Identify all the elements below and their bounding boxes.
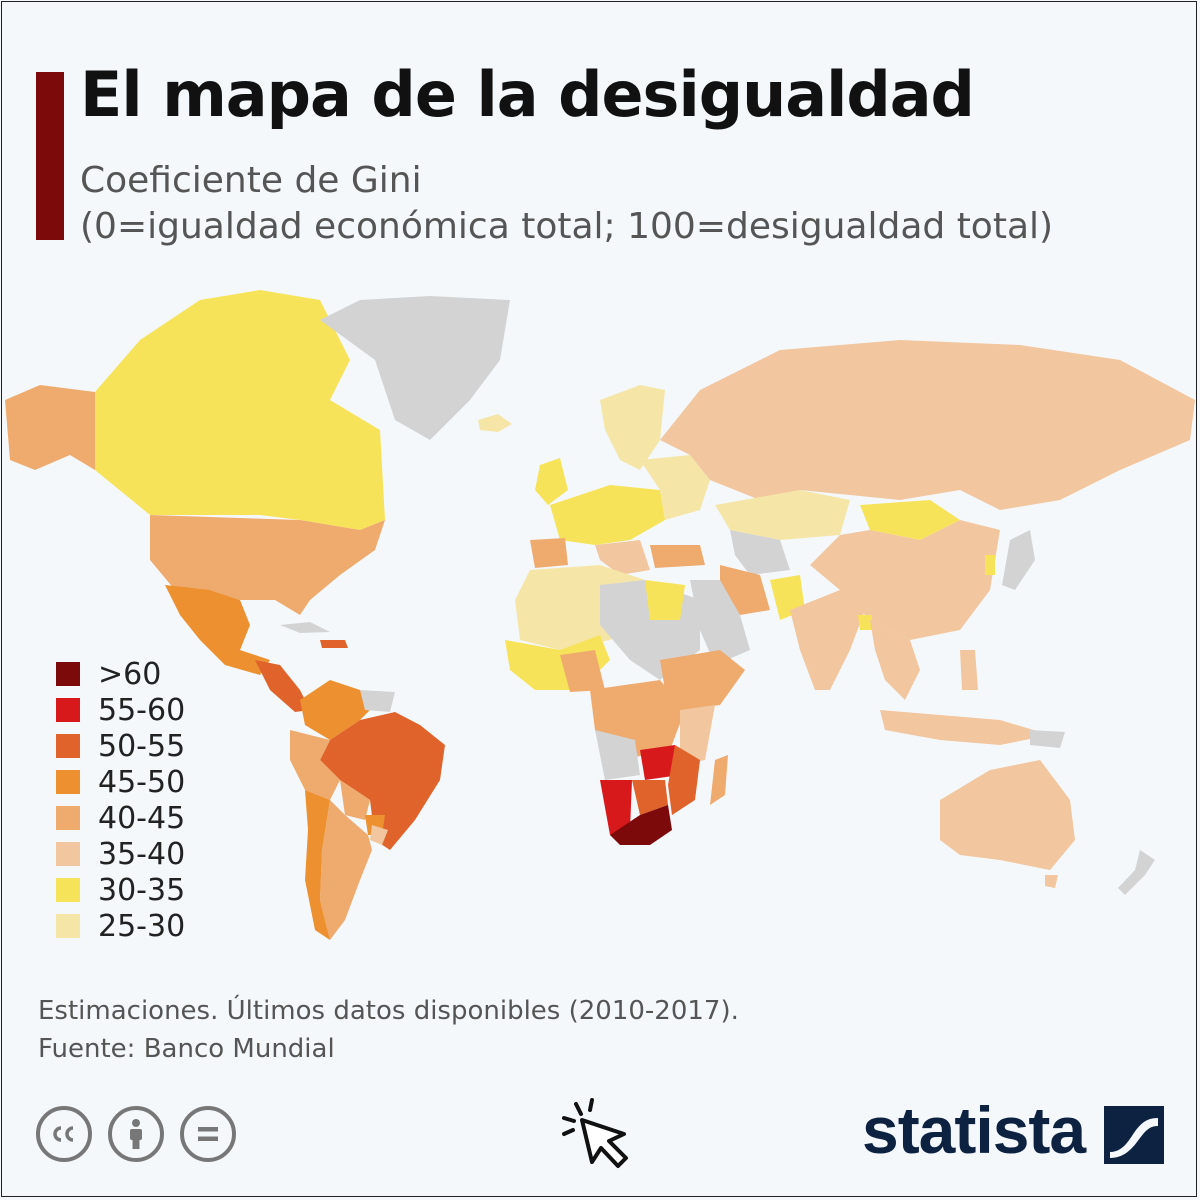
iceland xyxy=(478,414,512,432)
legend-item: 30-35 xyxy=(56,872,185,908)
mexico xyxy=(165,585,270,675)
south-africa xyxy=(610,805,672,845)
brazil xyxy=(320,712,445,850)
legend-swatch xyxy=(56,734,80,758)
chart-title: El mapa de la desigualdad xyxy=(80,58,975,131)
bolivia xyxy=(340,780,370,820)
iberia xyxy=(530,538,568,568)
new-zealand xyxy=(1118,850,1155,895)
tasmania xyxy=(1045,875,1058,888)
east-africa xyxy=(680,705,715,765)
southeast-asia xyxy=(870,620,920,700)
legend-item: 45-50 xyxy=(56,764,185,800)
map-legend: >60 55-60 50-55 45-50 40-45 35-40 30-35 … xyxy=(56,656,185,944)
caribbean xyxy=(320,640,348,648)
bangladesh xyxy=(858,615,872,630)
title-accent-bar xyxy=(36,72,64,240)
namibia xyxy=(600,780,632,835)
horn-of-africa xyxy=(660,650,745,710)
botswana xyxy=(632,780,668,815)
philippines xyxy=(960,650,978,690)
russia xyxy=(660,340,1195,510)
western-europe xyxy=(550,485,665,545)
legend-label: 25-30 xyxy=(98,908,186,944)
legend-label: 50-55 xyxy=(98,728,186,764)
kazakhstan xyxy=(715,490,850,540)
legend-label: 40-45 xyxy=(98,800,186,836)
legend-item: >60 xyxy=(56,656,185,692)
person-glyph xyxy=(130,1119,142,1149)
legend-item: 55-60 xyxy=(56,692,185,728)
uruguay xyxy=(370,825,388,845)
korea xyxy=(985,555,995,575)
canada xyxy=(95,290,385,530)
nigeria xyxy=(560,650,605,692)
legend-label: 30-35 xyxy=(98,872,186,908)
cc-glyph xyxy=(53,1126,74,1142)
scandinavia xyxy=(600,385,665,470)
cuba xyxy=(280,622,330,633)
legend-swatch xyxy=(56,914,80,938)
greenland xyxy=(320,296,510,440)
egypt xyxy=(645,580,685,620)
new-guinea xyxy=(1030,730,1065,748)
source-note: Fuente: Banco Mundial xyxy=(38,1034,335,1064)
caucasus-central-asia xyxy=(730,530,790,575)
world-map xyxy=(5,290,1195,940)
statista-logo-icon xyxy=(1104,1106,1164,1164)
italy-balkans xyxy=(595,540,650,575)
chart-subtitle: Coeficiente de Gini (0=igualdad económic… xyxy=(80,158,1053,250)
turkey xyxy=(650,545,705,568)
cursor-click-icon[interactable] xyxy=(556,1094,646,1178)
colombia-venezuela xyxy=(300,680,380,740)
legend-item: 25-30 xyxy=(56,908,185,944)
peru xyxy=(290,730,340,800)
madagascar xyxy=(710,755,728,805)
legend-label: 45-50 xyxy=(98,764,186,800)
central-america xyxy=(255,660,310,712)
legend-swatch xyxy=(56,878,80,902)
japan xyxy=(1002,530,1035,590)
indonesia xyxy=(880,710,1050,745)
angola xyxy=(595,730,640,780)
attribution-icon[interactable] xyxy=(108,1106,164,1162)
subtitle-line-2: (0=igualdad económica total; 100=desigua… xyxy=(80,206,1054,247)
legend-swatch xyxy=(56,770,80,794)
india xyxy=(790,590,865,690)
statista-wordmark[interactable]: statista xyxy=(862,1093,1086,1167)
legend-item: 50-55 xyxy=(56,728,185,764)
china xyxy=(810,520,1000,640)
legend-swatch xyxy=(56,806,80,830)
legend-label: 35-40 xyxy=(98,836,186,872)
australia xyxy=(940,760,1075,870)
mozambique xyxy=(668,745,700,815)
legend-swatch xyxy=(56,842,80,866)
chile xyxy=(305,790,330,940)
uk-ireland xyxy=(535,458,568,505)
zambia xyxy=(640,745,680,780)
guianas xyxy=(360,690,395,712)
legend-label: 55-60 xyxy=(98,692,186,728)
noderivs-icon[interactable] xyxy=(180,1106,236,1162)
argentina xyxy=(320,800,372,940)
mongolia xyxy=(860,500,960,540)
eastern-europe xyxy=(640,455,710,520)
footnote: Estimaciones. Últimos datos disponibles … xyxy=(38,996,739,1026)
legend-swatch xyxy=(56,698,80,722)
equals-glyph xyxy=(198,1127,218,1141)
legend-item: 35-40 xyxy=(56,836,185,872)
subtitle-line-1: Coeficiente de Gini xyxy=(80,160,422,201)
middle-east xyxy=(690,580,750,665)
alaska xyxy=(5,385,95,470)
legend-label: >60 xyxy=(98,656,162,692)
legend-item: 40-45 xyxy=(56,800,185,836)
cc-icon[interactable] xyxy=(36,1106,92,1162)
legend-swatch xyxy=(56,662,80,686)
